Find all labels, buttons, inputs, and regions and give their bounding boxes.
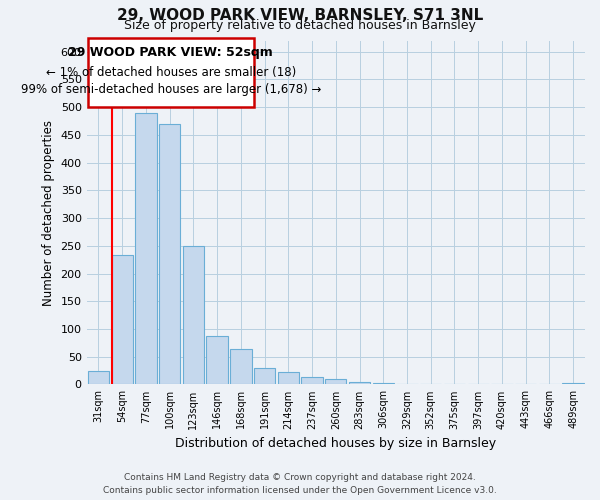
X-axis label: Distribution of detached houses by size in Barnsley: Distribution of detached houses by size …	[175, 437, 496, 450]
Text: 29 WOOD PARK VIEW: 52sqm: 29 WOOD PARK VIEW: 52sqm	[68, 46, 273, 59]
Bar	[88, 370, 109, 384]
Text: 99% of semi-detached houses are larger (1,678) →: 99% of semi-detached houses are larger (…	[20, 84, 321, 96]
Bar	[183, 246, 204, 384]
Bar	[159, 124, 181, 384]
Bar	[254, 368, 275, 384]
Text: Size of property relative to detached houses in Barnsley: Size of property relative to detached ho…	[124, 19, 476, 32]
Bar	[349, 382, 370, 384]
Text: Contains HM Land Registry data © Crown copyright and database right 2024.
Contai: Contains HM Land Registry data © Crown c…	[103, 474, 497, 495]
FancyBboxPatch shape	[88, 38, 254, 107]
Bar	[135, 112, 157, 384]
Bar	[112, 254, 133, 384]
Bar	[230, 350, 251, 384]
Bar	[301, 377, 323, 384]
Bar	[325, 379, 346, 384]
Bar	[206, 336, 228, 384]
Bar	[562, 383, 584, 384]
Y-axis label: Number of detached properties: Number of detached properties	[42, 120, 55, 306]
Text: 29, WOOD PARK VIEW, BARNSLEY, S71 3NL: 29, WOOD PARK VIEW, BARNSLEY, S71 3NL	[117, 8, 483, 22]
Bar	[278, 372, 299, 384]
Text: ← 1% of detached houses are smaller (18): ← 1% of detached houses are smaller (18)	[46, 66, 296, 78]
Bar	[373, 383, 394, 384]
